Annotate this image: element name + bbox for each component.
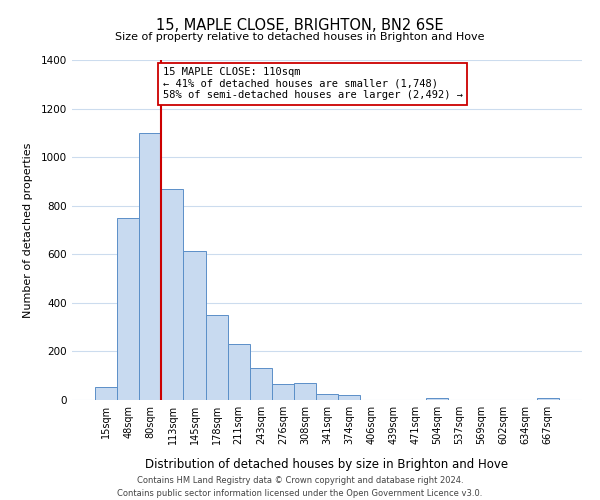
Y-axis label: Number of detached properties: Number of detached properties <box>23 142 32 318</box>
Text: Contains HM Land Registry data © Crown copyright and database right 2024.
Contai: Contains HM Land Registry data © Crown c… <box>118 476 482 498</box>
Bar <box>139 133 161 400</box>
Text: Size of property relative to detached houses in Brighton and Hove: Size of property relative to detached ho… <box>115 32 485 42</box>
Bar <box>338 395 360 400</box>
Bar <box>161 188 184 400</box>
Bar <box>316 394 338 400</box>
Bar <box>206 315 227 400</box>
Text: 15 MAPLE CLOSE: 110sqm
← 41% of detached houses are smaller (1,748)
58% of semi-: 15 MAPLE CLOSE: 110sqm ← 41% of detached… <box>163 68 463 100</box>
Bar <box>184 250 206 400</box>
Bar <box>95 386 117 400</box>
Bar <box>537 398 559 400</box>
Bar <box>427 398 448 400</box>
Bar <box>272 384 294 400</box>
Bar <box>227 344 250 400</box>
X-axis label: Distribution of detached houses by size in Brighton and Hove: Distribution of detached houses by size … <box>145 458 509 471</box>
Bar <box>250 368 272 400</box>
Bar <box>294 383 316 400</box>
Text: 15, MAPLE CLOSE, BRIGHTON, BN2 6SE: 15, MAPLE CLOSE, BRIGHTON, BN2 6SE <box>156 18 444 32</box>
Bar <box>117 218 139 400</box>
